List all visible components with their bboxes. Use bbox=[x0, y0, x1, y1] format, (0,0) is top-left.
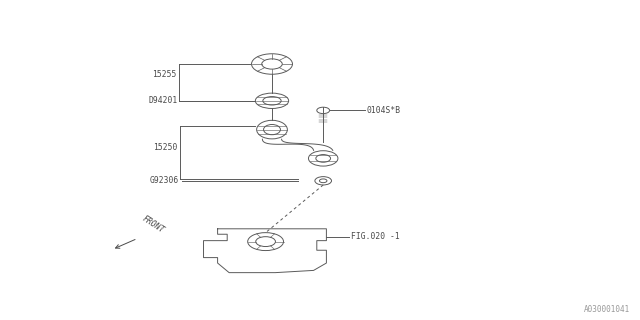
Text: 15250: 15250 bbox=[153, 142, 177, 152]
Text: D94201: D94201 bbox=[148, 96, 177, 105]
Text: A030001041: A030001041 bbox=[584, 305, 630, 314]
Text: 0104S*B: 0104S*B bbox=[367, 106, 401, 115]
Text: 15255: 15255 bbox=[152, 70, 176, 79]
Text: FRONT: FRONT bbox=[141, 214, 166, 235]
Text: FIG.020 -1: FIG.020 -1 bbox=[351, 232, 399, 241]
Text: G92306: G92306 bbox=[149, 176, 179, 185]
